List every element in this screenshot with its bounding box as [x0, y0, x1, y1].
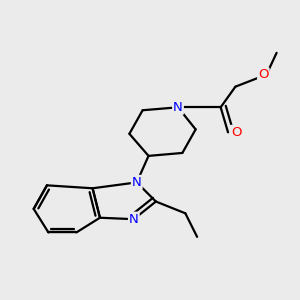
Text: N: N	[173, 101, 183, 114]
Text: N: N	[129, 213, 139, 226]
Text: N: N	[132, 176, 142, 189]
Text: O: O	[258, 68, 268, 81]
Text: O: O	[231, 126, 242, 139]
